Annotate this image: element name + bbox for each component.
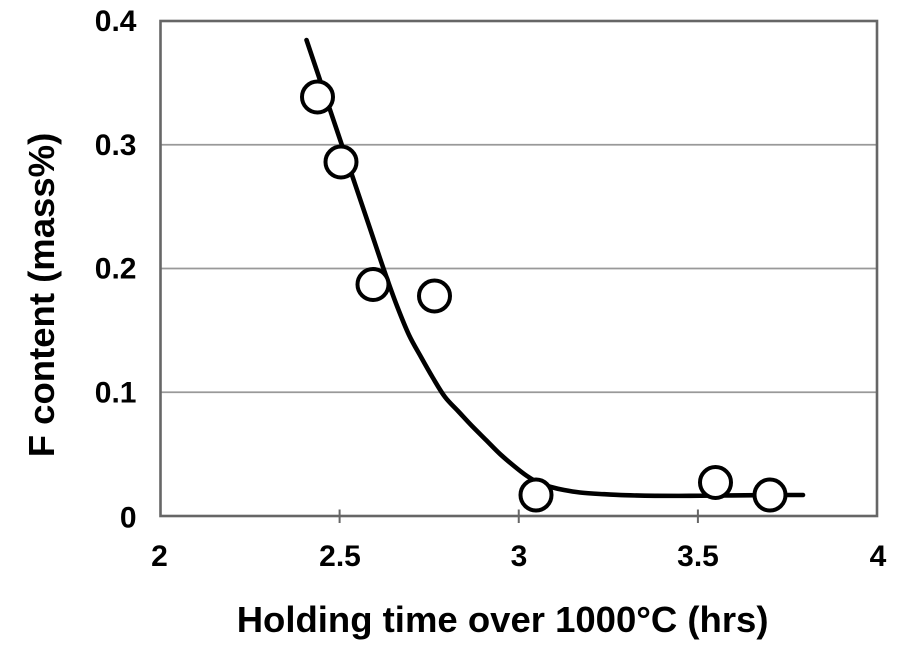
svg-text:3.5: 3.5	[677, 540, 719, 573]
svg-text:2: 2	[151, 540, 168, 573]
svg-text:2.5: 2.5	[319, 540, 361, 573]
svg-text:3: 3	[511, 540, 528, 573]
svg-text:Holding time over 1000°C (hrs): Holding time over 1000°C (hrs)	[237, 599, 769, 640]
svg-text:0.1: 0.1	[95, 376, 137, 409]
svg-text:0: 0	[120, 502, 137, 535]
svg-text:0.4: 0.4	[95, 5, 137, 38]
svg-text:4: 4	[870, 540, 887, 573]
svg-text:0.2: 0.2	[95, 253, 137, 286]
svg-text:F content (mass%): F content (mass%)	[21, 133, 62, 458]
svg-text:0.3: 0.3	[95, 129, 137, 162]
